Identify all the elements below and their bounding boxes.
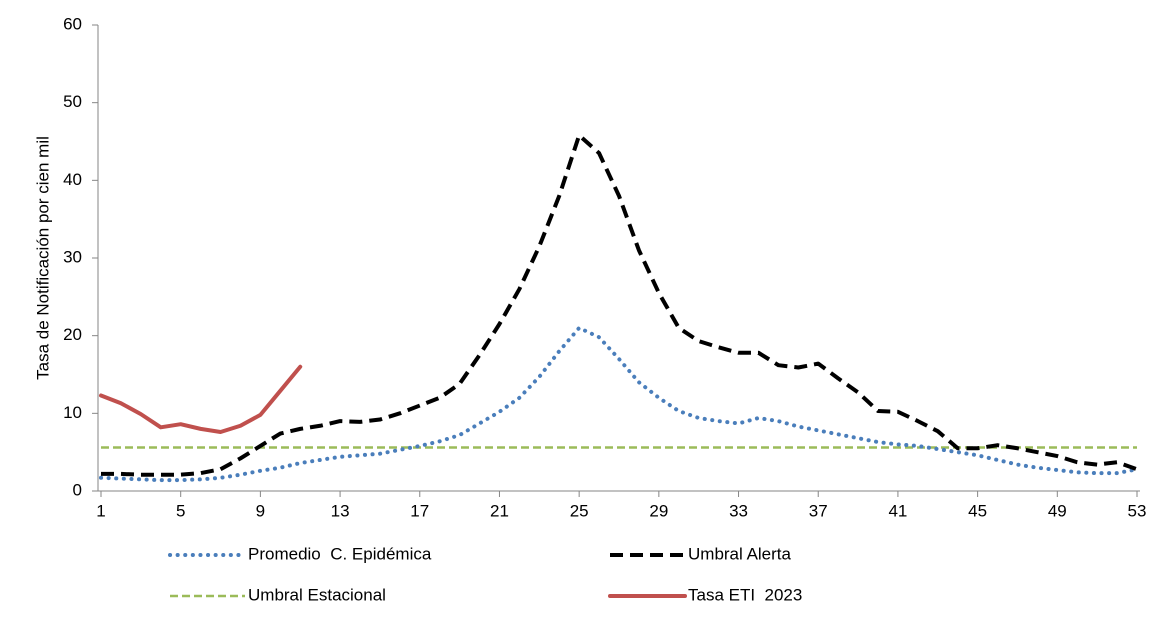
x-tick-label: 13	[331, 501, 350, 520]
series-line	[101, 133, 1138, 477]
y-axis-label: Tasa de Notificación por cien mil	[33, 136, 52, 380]
x-tick-label: 29	[649, 501, 668, 520]
y-tick-label: 40	[63, 170, 82, 189]
x-tick-label: 53	[1128, 501, 1147, 520]
y-tick-label: 10	[63, 403, 82, 422]
x-tick-label: 37	[809, 501, 828, 520]
x-tick-label: 9	[256, 501, 265, 520]
legend-label: Umbral Alerta	[688, 544, 792, 563]
series-line	[99, 364, 303, 434]
x-tick-label: 17	[410, 501, 429, 520]
y-tick-label: 60	[63, 14, 82, 33]
x-tick-label: 5	[176, 501, 185, 520]
x-tick-label: 21	[490, 501, 509, 520]
x-tick-label: 41	[888, 501, 907, 520]
x-tick-label: 25	[570, 501, 589, 520]
x-tick-label: 33	[729, 501, 748, 520]
y-tick-label: 50	[63, 92, 82, 111]
legend-label: Promedio C. Epidémica	[248, 544, 432, 563]
legend-label: Tasa ETI 2023	[688, 585, 802, 604]
legend-label: Umbral Estacional	[248, 585, 386, 604]
series-line	[99, 325, 1139, 483]
y-tick-label: 30	[63, 247, 82, 266]
y-tick-label: 0	[73, 480, 82, 499]
x-tick-label: 49	[1048, 501, 1067, 520]
x-tick-label: 45	[968, 501, 987, 520]
x-tick-label: 1	[96, 501, 105, 520]
y-tick-label: 20	[63, 325, 82, 344]
